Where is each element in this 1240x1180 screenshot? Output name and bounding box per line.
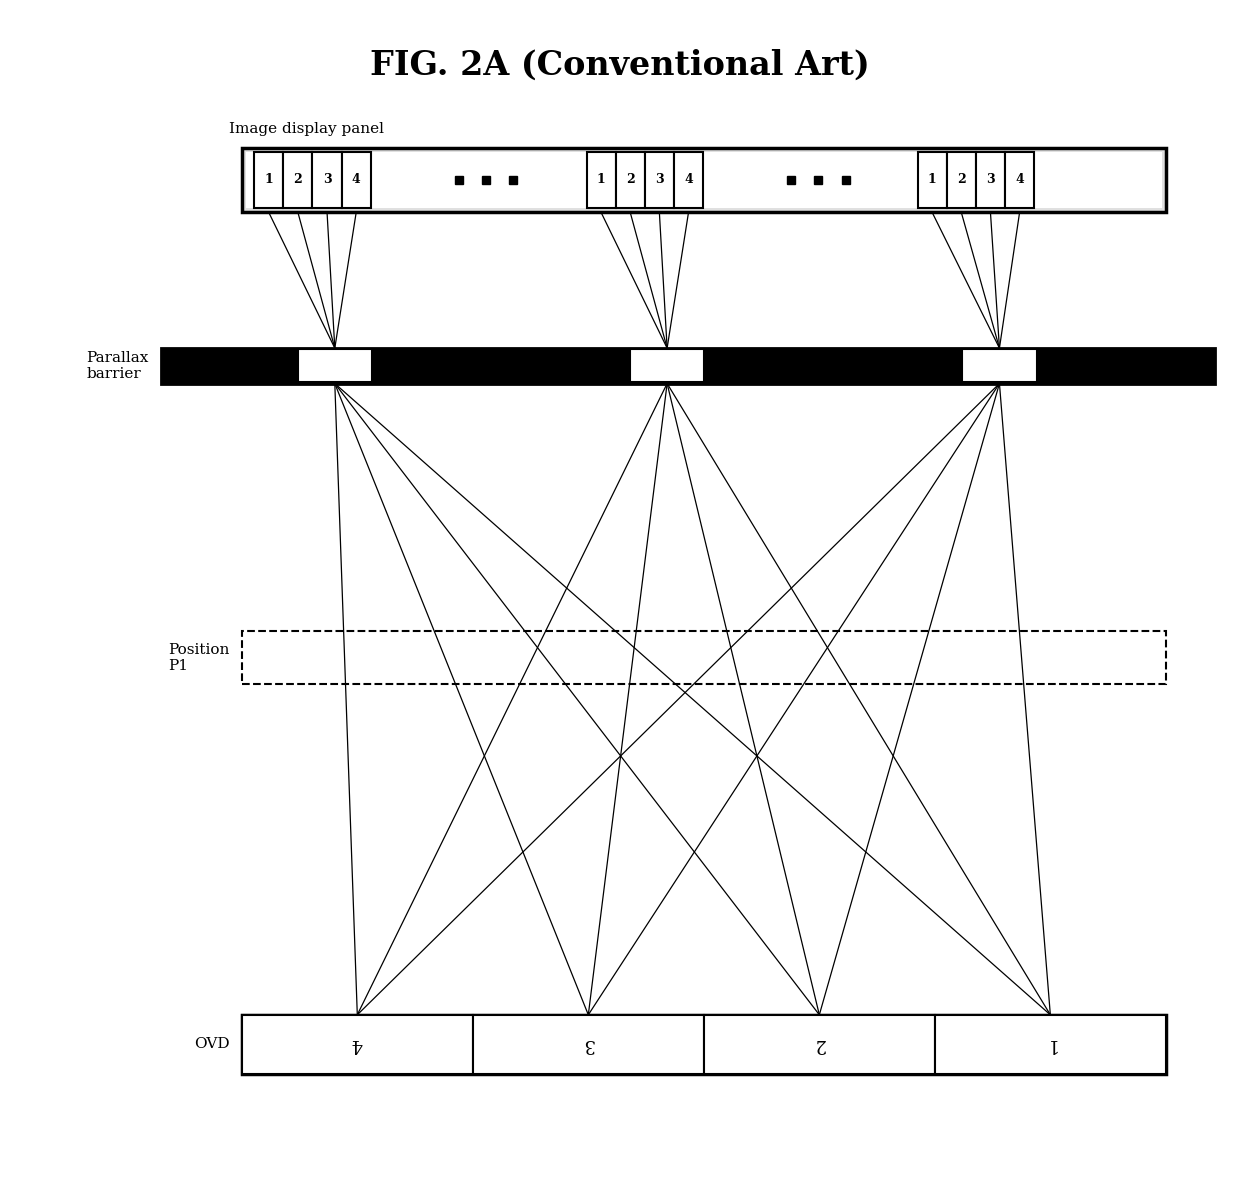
Bar xyxy=(615,152,645,208)
Bar xyxy=(962,349,1037,382)
Text: 2: 2 xyxy=(957,173,966,186)
Text: 1: 1 xyxy=(596,173,605,186)
Text: 4: 4 xyxy=(1016,173,1024,186)
Text: 1: 1 xyxy=(928,173,936,186)
Bar xyxy=(254,152,283,208)
Text: OVD: OVD xyxy=(193,1037,229,1051)
Text: 4: 4 xyxy=(684,173,693,186)
Bar xyxy=(1004,152,1034,208)
Text: 4: 4 xyxy=(352,1035,363,1054)
Bar xyxy=(312,152,342,208)
Bar xyxy=(472,1015,704,1074)
Bar xyxy=(161,348,1215,384)
Text: 2: 2 xyxy=(813,1035,825,1054)
Bar xyxy=(283,152,312,208)
Text: 3: 3 xyxy=(322,173,331,186)
Text: Position
P1: Position P1 xyxy=(169,643,229,673)
Bar xyxy=(976,152,1004,208)
Bar xyxy=(242,148,1166,212)
Text: 3: 3 xyxy=(986,173,994,186)
Bar xyxy=(242,1015,1166,1074)
Text: 3: 3 xyxy=(583,1035,594,1054)
Bar xyxy=(242,631,1166,684)
Text: 2: 2 xyxy=(626,173,635,186)
Bar xyxy=(587,152,615,208)
Text: 4: 4 xyxy=(352,173,361,186)
Bar xyxy=(246,152,1162,208)
Bar xyxy=(298,349,372,382)
Text: Image display panel: Image display panel xyxy=(229,122,384,136)
Bar xyxy=(935,1015,1166,1074)
Bar xyxy=(704,1015,935,1074)
Bar xyxy=(630,349,704,382)
Text: 1: 1 xyxy=(1044,1035,1056,1054)
Text: 2: 2 xyxy=(294,173,303,186)
Bar xyxy=(341,152,371,208)
Text: 3: 3 xyxy=(655,173,663,186)
Bar xyxy=(918,152,947,208)
Bar xyxy=(947,152,976,208)
Bar xyxy=(645,152,675,208)
Text: FIG. 2A (Conventional Art): FIG. 2A (Conventional Art) xyxy=(370,48,870,81)
Bar xyxy=(675,152,703,208)
Text: 1: 1 xyxy=(264,173,273,186)
Text: Parallax
barrier: Parallax barrier xyxy=(87,350,149,381)
Bar xyxy=(242,1015,472,1074)
